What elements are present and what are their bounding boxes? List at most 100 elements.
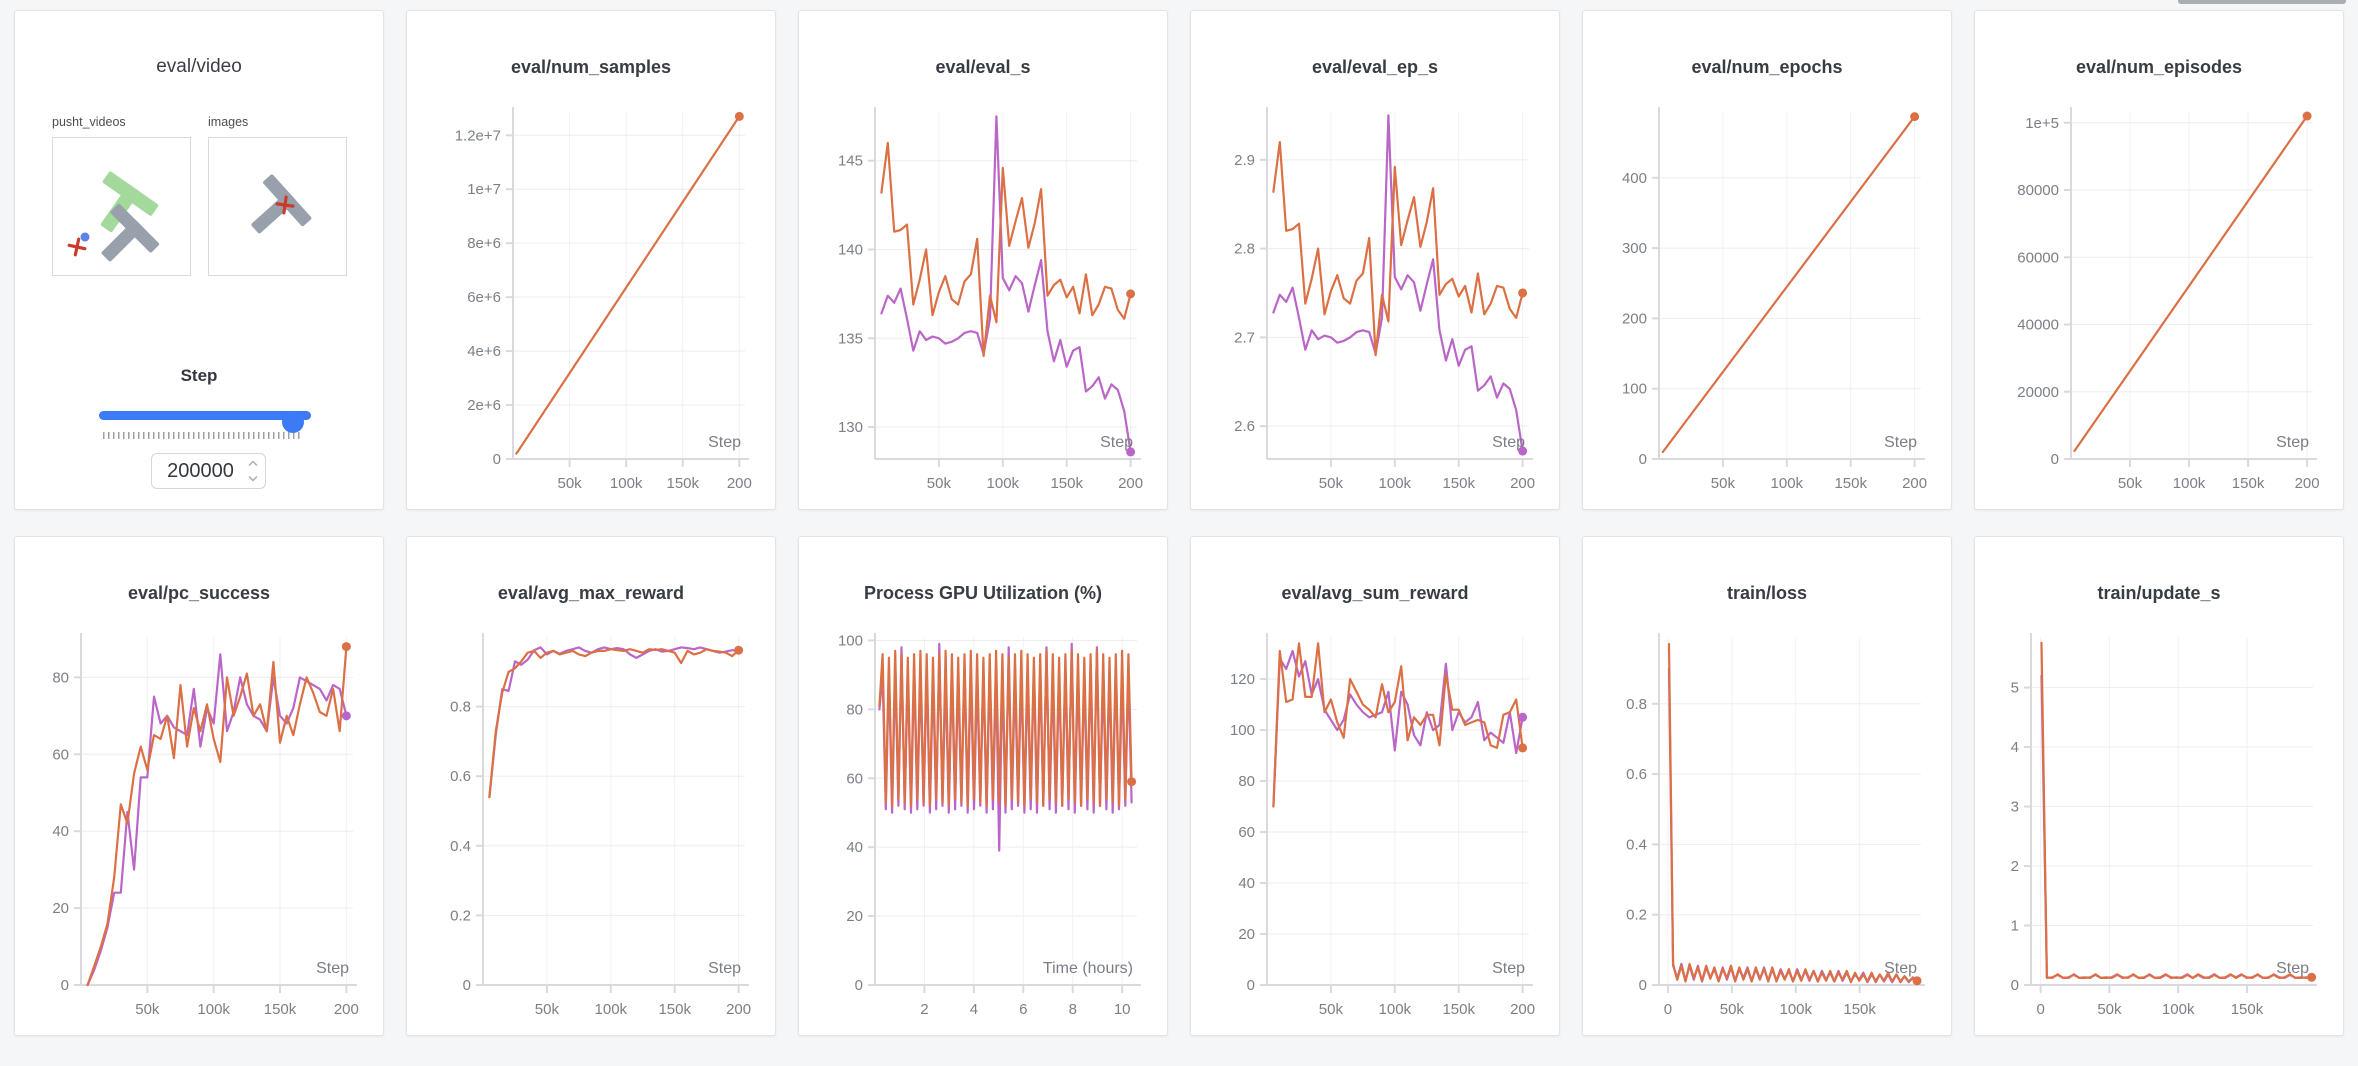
svg-text:50k: 50k [1319, 1001, 1344, 1018]
chart-plot[interactable]: 130 135 140 145 50k 100k 150k 200 Step [813, 99, 1155, 510]
svg-text:100: 100 [1622, 381, 1647, 398]
svg-text:130: 130 [838, 419, 863, 436]
chart-plot[interactable]: 2.6 2.7 2.8 2.9 50k 100k 150k 200 Step [1205, 99, 1547, 510]
svg-text:40: 40 [846, 839, 863, 856]
panel-process-gpu-utilization[interactable]: Process GPU Utilization (%) 0 20 40 60 80 100… [798, 536, 1168, 1036]
chart-plot[interactable]: 0 20 40 60 80 50k 100k 150k 200 Step [29, 625, 371, 1036]
svg-text:150k: 150k [658, 1001, 691, 1018]
svg-text:Step: Step [2276, 960, 2309, 977]
step-slider-thumb[interactable] [282, 411, 304, 433]
chart-plot[interactable]: 0 0.2 0.4 0.6 0.8 50k 100k 150k 200 Step [421, 625, 763, 1036]
chart-plot[interactable]: 0 20 40 60 80 100 2 4 6 8 10 Time (hours) [813, 625, 1155, 1036]
chart-plot[interactable]: 0 100 200 300 400 50k 100k 150k 200 Step [1597, 99, 1939, 510]
panel-eval-num-epochs[interactable]: eval/num_epochs 0 100 200 300 400 50k 100k 150k… [1582, 10, 1952, 510]
svg-text:40: 40 [1238, 875, 1255, 892]
svg-text:80: 80 [846, 701, 863, 718]
chart-title: eval/avg_sum_reward [1281, 583, 1469, 603]
step-slider[interactable] [99, 411, 311, 433]
svg-text:2e+6: 2e+6 [467, 397, 501, 414]
svg-text:0.4: 0.4 [1626, 836, 1647, 853]
panel-eval-avg-sum-reward[interactable]: eval/avg_sum_reward 0 20 40 60 80 100 120 50k 10… [1190, 536, 1560, 1036]
svg-text:100k: 100k [610, 475, 643, 492]
svg-text:4: 4 [970, 1001, 978, 1018]
svg-text:Step: Step [1884, 960, 1917, 977]
panel-eval-num-episodes[interactable]: eval/num_episodes 0 20000 40000 60000 80000 1… [1974, 10, 2344, 510]
svg-text:2.8: 2.8 [1234, 241, 1255, 258]
svg-text:Step: Step [316, 960, 349, 977]
svg-text:0: 0 [1247, 977, 1255, 994]
chart-plot[interactable]: 0 20000 40000 60000 80000 1e+5 50k 100k 150k 200 S… [1989, 99, 2331, 510]
panel-eval-eval-ep-s[interactable]: eval/eval_ep_s 2.6 2.7 2.8 2.9 50k 100k 150k 20… [1190, 10, 1560, 510]
chevron-up-icon[interactable] [248, 460, 258, 467]
chevron-down-icon[interactable] [248, 475, 258, 482]
svg-text:Step: Step [708, 434, 741, 451]
svg-text:50k: 50k [535, 1001, 560, 1018]
svg-text:50k: 50k [135, 1001, 160, 1018]
svg-text:Step: Step [1492, 434, 1525, 451]
svg-text:Step: Step [1492, 960, 1525, 977]
svg-text:400: 400 [1622, 170, 1647, 187]
svg-text:0.6: 0.6 [450, 768, 471, 785]
svg-text:200: 200 [1902, 475, 1927, 492]
step-input-spinner [248, 460, 258, 482]
svg-text:60: 60 [846, 770, 863, 787]
horizontal-scrollbar[interactable] [2178, 0, 2346, 4]
svg-text:80: 80 [52, 669, 69, 686]
svg-text:60: 60 [52, 746, 69, 763]
chart-title: eval/num_epochs [1691, 57, 1843, 77]
step-input[interactable] [151, 453, 266, 489]
chart-plot[interactable]: 0 2e+6 4e+6 6e+6 8e+6 1e+7 1.2e+7 50k 100k 150k 20… [421, 99, 763, 510]
svg-text:200: 200 [1622, 310, 1647, 327]
panel-eval-num-samples[interactable]: eval/num_samples 0 2e+6 4e+6 6e+6 8e+6 1e+7 1.… [406, 10, 776, 510]
panel-eval-avg-max-reward[interactable]: eval/avg_max_reward 0 0.2 0.4 0.6 0.8 50k 100k… [406, 536, 776, 1036]
svg-text:2.6: 2.6 [1234, 418, 1255, 435]
svg-text:50k: 50k [1711, 475, 1736, 492]
svg-text:4e+6: 4e+6 [467, 343, 501, 360]
svg-text:200: 200 [1510, 475, 1535, 492]
svg-text:20: 20 [846, 908, 863, 925]
svg-text:8: 8 [1069, 1001, 1077, 1018]
svg-text:50k: 50k [557, 475, 582, 492]
svg-text:120: 120 [1230, 671, 1255, 688]
svg-text:0: 0 [1664, 1001, 1672, 1018]
svg-text:0: 0 [2036, 1001, 2044, 1018]
svg-text:40000: 40000 [2017, 317, 2059, 334]
step-slider-label: Step [180, 366, 218, 385]
svg-text:1e+7: 1e+7 [467, 181, 501, 198]
svg-text:150k: 150k [2232, 475, 2265, 492]
svg-text:2.9: 2.9 [1234, 152, 1255, 169]
svg-text:0: 0 [61, 977, 69, 994]
panel-eval-eval-s[interactable]: eval/eval_s 130 135 140 145 50k 100k 150k 200 St… [798, 10, 1168, 510]
svg-text:80000: 80000 [2017, 182, 2059, 199]
panel-train-loss[interactable]: train/loss 0 0.2 0.4 0.6 0.8 0 50k 100k 150k Step [1582, 536, 1952, 1036]
panel-train-update-s[interactable]: train/update_s 0 1 2 3 4 5 0 50k 100k 150k Step [1974, 536, 2344, 1036]
chart-title: eval/pc_success [127, 583, 271, 603]
media-thumbnail-pusht-videos[interactable] [52, 137, 191, 276]
chart-title: eval/num_samples [510, 57, 672, 77]
chart-plot[interactable]: 0 1 2 3 4 5 0 50k 100k 150k Step [1989, 625, 2331, 1036]
svg-text:0.2: 0.2 [450, 907, 471, 924]
svg-text:3: 3 [2011, 799, 2019, 816]
chart-plot[interactable]: 0 0.2 0.4 0.6 0.8 0 50k 100k 150k Step [1597, 625, 1939, 1036]
panel-eval-video[interactable]: eval/video pusht_videos [14, 10, 384, 510]
svg-text:1e+5: 1e+5 [2025, 115, 2059, 132]
chart-title: train/update_s [2097, 583, 2221, 603]
svg-text:0.6: 0.6 [1626, 766, 1647, 783]
svg-text:100k: 100k [197, 1001, 230, 1018]
svg-text:2: 2 [2011, 858, 2019, 875]
svg-text:1: 1 [2011, 918, 2019, 935]
panel-eval-pc-success[interactable]: eval/pc_success 0 20 40 60 80 50k 100k 150k 200 S… [14, 536, 384, 1036]
svg-text:50k: 50k [1720, 1001, 1745, 1018]
svg-text:100k: 100k [2173, 475, 2206, 492]
svg-text:80: 80 [1238, 773, 1255, 790]
media-thumbnail-images[interactable] [208, 137, 347, 276]
slider-tick-ruler [103, 432, 303, 439]
svg-text:0.8: 0.8 [450, 699, 471, 716]
svg-text:20000: 20000 [2017, 384, 2059, 401]
svg-text:150k: 150k [1834, 475, 1867, 492]
svg-text:1.2e+7: 1.2e+7 [455, 127, 501, 144]
media-row: pusht_videos [15, 115, 383, 276]
svg-text:200: 200 [726, 1001, 751, 1018]
chart-plot[interactable]: 0 20 40 60 80 100 120 50k 100k 150k 200 Step [1205, 625, 1547, 1036]
svg-text:150k: 150k [1442, 1001, 1475, 1018]
